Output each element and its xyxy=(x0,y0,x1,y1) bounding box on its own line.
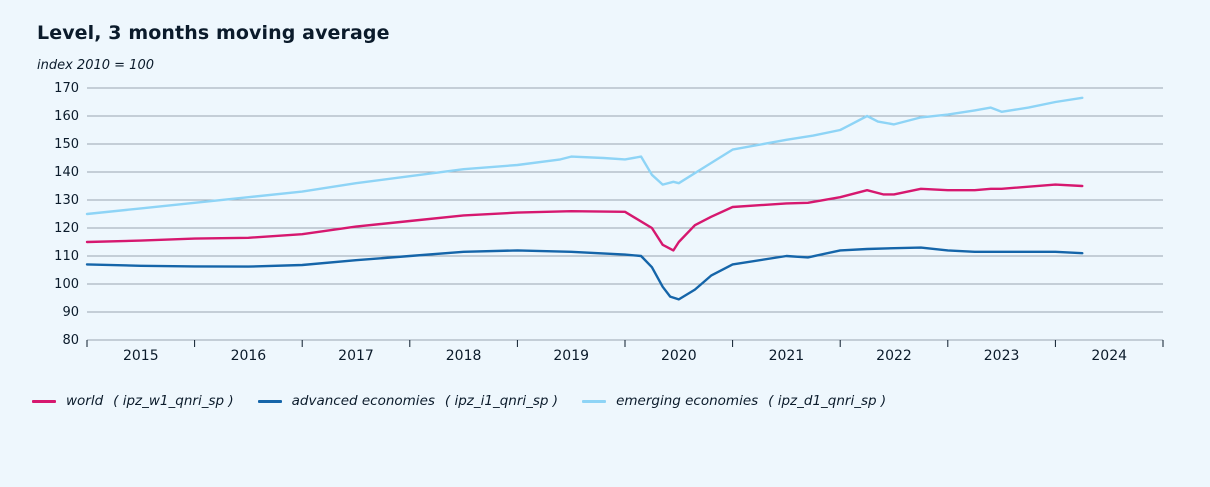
legend-swatch-world xyxy=(32,399,56,403)
x-tick-label-2021: 2021 xyxy=(769,348,805,364)
series-line-0 xyxy=(85,183,1084,252)
y-tick-label-100: 100 xyxy=(54,277,79,292)
x-tick-label-2024: 2024 xyxy=(1091,348,1127,364)
series-line-1 xyxy=(85,246,1084,301)
y-tick-label-80: 80 xyxy=(62,333,79,348)
y-tick-label-90: 90 xyxy=(62,305,79,320)
legend-code-advanced: ( ipz_i1_qnri_sp ) xyxy=(444,393,559,409)
y-tick-label-170: 170 xyxy=(54,81,79,96)
x-tick-label-2020: 2020 xyxy=(661,348,697,364)
x-tick-label-2015: 2015 xyxy=(123,348,159,364)
x-tick-label-2019: 2019 xyxy=(553,348,589,364)
legend-item-emerging: emerging economies ( ipz_d1_qnri_sp ) xyxy=(582,393,886,409)
legend-label-advanced: advanced economies xyxy=(291,393,435,409)
y-tick-label-160: 160 xyxy=(54,109,79,124)
legend-swatch-advanced xyxy=(257,399,282,403)
y-tick-label-120: 120 xyxy=(54,221,79,236)
x-tick-label-2017: 2017 xyxy=(338,348,374,364)
x-tick-label-2016: 2016 xyxy=(231,348,267,364)
legend-item-world: world ( ipz_w1_qnri_sp ) xyxy=(32,393,234,409)
x-tick-label-2018: 2018 xyxy=(446,348,482,364)
y-tick-label-110: 110 xyxy=(54,249,79,264)
x-tick-label-2022: 2022 xyxy=(876,348,912,364)
series-line-2 xyxy=(85,96,1084,216)
legend-label-world: world xyxy=(66,393,104,409)
x-tick-label-2023: 2023 xyxy=(984,348,1020,364)
legend-item-advanced: advanced economies ( ipz_i1_qnri_sp ) xyxy=(257,393,559,409)
chart-title: Level, 3 months moving average xyxy=(37,22,390,44)
legend-code-emerging: ( ipz_d1_qnri_sp ) xyxy=(768,393,887,409)
y-tick-label-130: 130 xyxy=(54,193,79,208)
y-tick-label-140: 140 xyxy=(54,165,79,180)
legend-label-emerging: emerging economies xyxy=(616,393,759,409)
legend: world ( ipz_w1_qnri_sp ) advanced econom… xyxy=(32,393,886,409)
y-tick-label-150: 150 xyxy=(54,137,79,152)
y-axis-label: index 2010 = 100 xyxy=(37,58,154,73)
legend-swatch-emerging xyxy=(582,399,607,403)
legend-code-world: ( ipz_w1_qnri_sp ) xyxy=(113,393,234,409)
